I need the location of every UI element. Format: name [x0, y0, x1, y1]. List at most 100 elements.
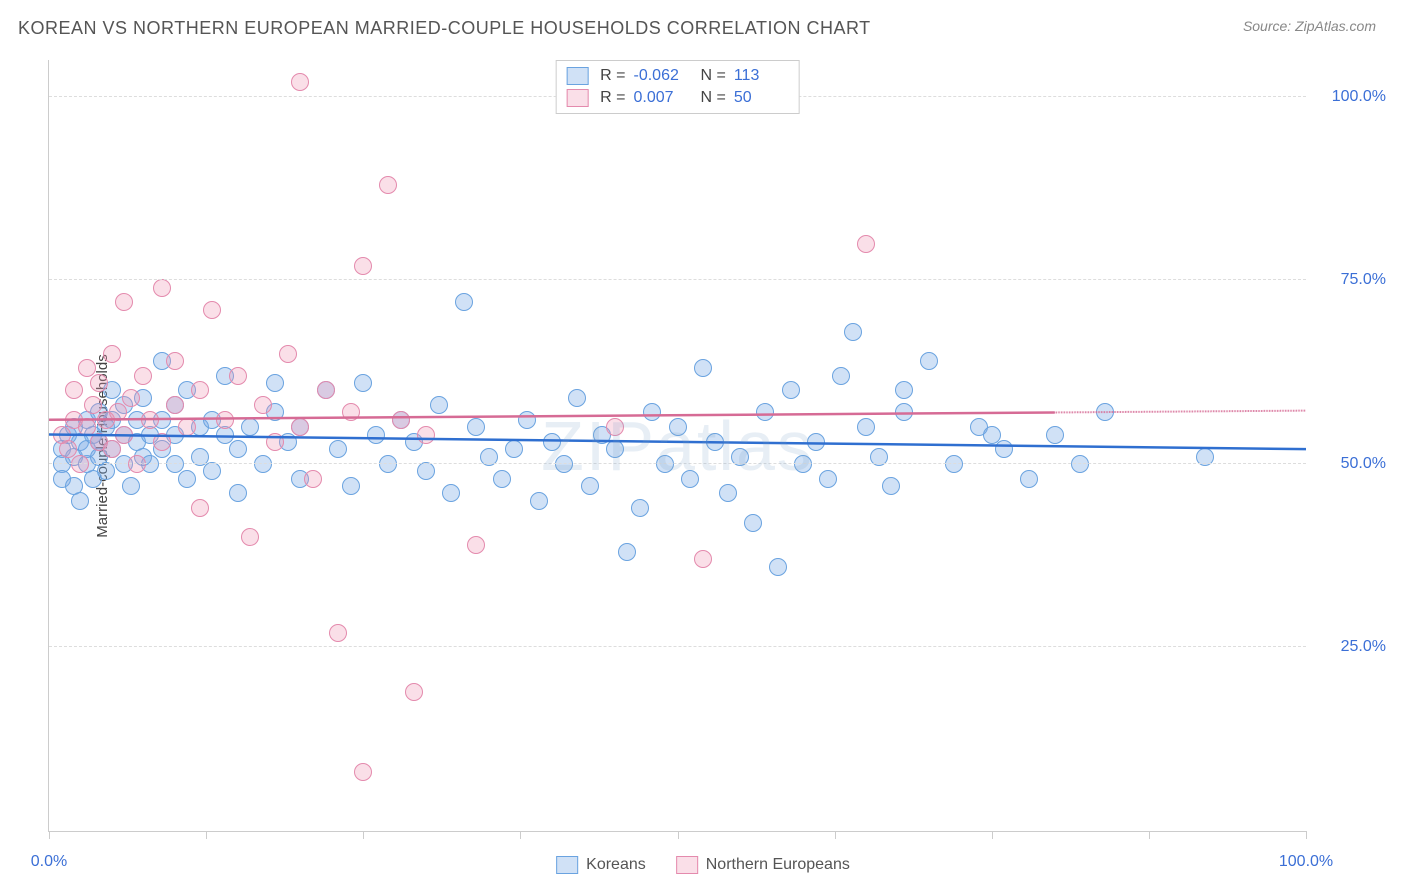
data-point-neuro: [71, 455, 89, 473]
scatter-layer: [49, 60, 1306, 831]
data-point-neuro: [153, 279, 171, 297]
data-point-neuro: [166, 396, 184, 414]
data-point-koreans: [467, 418, 485, 436]
gridline: [49, 463, 1306, 464]
data-point-koreans: [203, 462, 221, 480]
data-point-neuro: [279, 345, 297, 363]
chart-plot-area: Married-couple Households ZIPatlas R = -…: [48, 60, 1306, 832]
data-point-neuro: [203, 301, 221, 319]
data-point-neuro: [229, 367, 247, 385]
data-point-neuro: [90, 374, 108, 392]
ytick-label: 50.0%: [1316, 455, 1386, 473]
data-point-koreans: [719, 484, 737, 502]
data-point-koreans: [543, 433, 561, 451]
data-point-koreans: [807, 433, 825, 451]
data-point-koreans: [455, 293, 473, 311]
data-point-neuro: [65, 381, 83, 399]
data-point-koreans: [505, 440, 523, 458]
stats-row-neuro: R = 0.007 N = 50: [566, 87, 789, 109]
data-point-neuro: [266, 433, 284, 451]
data-point-neuro: [103, 345, 121, 363]
data-point-koreans: [656, 455, 674, 473]
data-point-neuro: [216, 411, 234, 429]
legend-swatch-neuro: [676, 856, 698, 874]
data-point-koreans: [983, 426, 1001, 444]
data-point-koreans: [178, 470, 196, 488]
data-point-koreans: [606, 440, 624, 458]
data-point-koreans: [166, 455, 184, 473]
data-point-koreans: [329, 440, 347, 458]
data-point-koreans: [254, 455, 272, 473]
data-point-neuro: [166, 352, 184, 370]
data-point-koreans: [417, 462, 435, 480]
swatch-neuro: [566, 89, 588, 107]
data-point-neuro: [122, 389, 140, 407]
data-point-neuro: [329, 624, 347, 642]
data-point-koreans: [229, 440, 247, 458]
gridline: [49, 646, 1306, 647]
data-point-koreans: [1071, 455, 1089, 473]
data-point-neuro: [128, 455, 146, 473]
data-point-koreans: [706, 433, 724, 451]
data-point-koreans: [995, 440, 1013, 458]
data-point-neuro: [78, 359, 96, 377]
xtick: [363, 831, 364, 839]
data-point-neuro: [153, 433, 171, 451]
data-point-neuro: [134, 367, 152, 385]
ytick-label: 25.0%: [1316, 638, 1386, 656]
data-point-koreans: [568, 389, 586, 407]
data-point-koreans: [229, 484, 247, 502]
data-point-koreans: [266, 374, 284, 392]
data-point-neuro: [254, 396, 272, 414]
data-point-neuro: [241, 528, 259, 546]
data-point-neuro: [354, 257, 372, 275]
data-point-koreans: [618, 543, 636, 561]
data-point-koreans: [530, 492, 548, 510]
data-point-koreans: [342, 477, 360, 495]
data-point-koreans: [493, 470, 511, 488]
data-point-koreans: [442, 484, 460, 502]
xtick-label: 100.0%: [1279, 853, 1333, 871]
data-point-koreans: [71, 492, 89, 510]
data-point-neuro: [191, 381, 209, 399]
data-point-koreans: [769, 558, 787, 576]
data-point-neuro: [379, 176, 397, 194]
data-point-neuro: [317, 381, 335, 399]
data-point-neuro: [291, 73, 309, 91]
data-point-neuro: [354, 763, 372, 781]
legend-item-koreans: Koreans: [556, 856, 646, 874]
xtick: [1306, 831, 1307, 839]
data-point-koreans: [354, 374, 372, 392]
data-point-koreans: [430, 396, 448, 414]
legend-swatch-koreans: [556, 856, 578, 874]
data-point-neuro: [141, 411, 159, 429]
data-point-neuro: [857, 235, 875, 253]
data-point-neuro: [109, 403, 127, 421]
data-point-neuro: [59, 440, 77, 458]
data-point-koreans: [631, 499, 649, 517]
xtick: [206, 831, 207, 839]
data-point-koreans: [744, 514, 762, 532]
data-point-neuro: [405, 683, 423, 701]
data-point-neuro: [291, 418, 309, 436]
data-point-neuro: [78, 418, 96, 436]
data-point-koreans: [819, 470, 837, 488]
data-point-neuro: [392, 411, 410, 429]
data-point-koreans: [895, 403, 913, 421]
data-point-koreans: [581, 477, 599, 495]
data-point-koreans: [1020, 470, 1038, 488]
data-point-koreans: [895, 381, 913, 399]
data-point-neuro: [417, 426, 435, 444]
data-point-neuro: [103, 440, 121, 458]
xtick: [520, 831, 521, 839]
data-point-neuro: [606, 418, 624, 436]
ytick-label: 100.0%: [1316, 88, 1386, 106]
data-point-koreans: [669, 418, 687, 436]
xtick: [835, 831, 836, 839]
data-point-koreans: [1046, 426, 1064, 444]
data-point-koreans: [367, 426, 385, 444]
data-point-neuro: [304, 470, 322, 488]
data-point-neuro: [84, 396, 102, 414]
data-point-koreans: [844, 323, 862, 341]
xtick: [1149, 831, 1150, 839]
